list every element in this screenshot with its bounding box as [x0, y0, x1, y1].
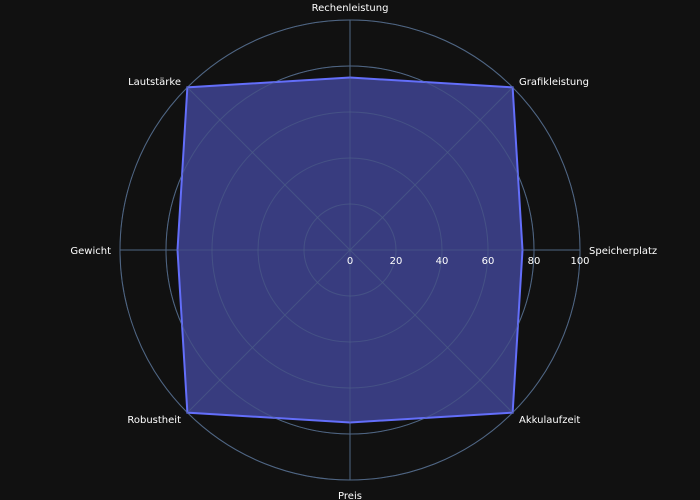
grid-circle-overlay-60: [211, 111, 489, 389]
spoke-overlay-5: [187, 249, 351, 413]
radial-tick-label-80: 80: [528, 256, 541, 267]
category-label-3: Akkulaufzeit: [519, 415, 580, 426]
category-label-7: Lautstärke: [128, 77, 181, 88]
radial-tick-labels: 0 20 40 60 80 100: [347, 256, 590, 267]
grid-circle-overlay-100: [119, 19, 581, 481]
spoke-overlay-1: [349, 87, 513, 251]
category-label-2: Speicherplatz: [589, 246, 657, 257]
category-label-0: Rechenleistung: [312, 3, 389, 14]
radial-tick-label-20: 20: [390, 256, 403, 267]
category-labels: Rechenleistung Grafikleistung Speicherplat…: [70, 3, 657, 500]
radial-tick-label-40: 40: [436, 256, 449, 267]
series-area: [119, 19, 581, 481]
grid-circle-overlay-80: [165, 65, 535, 435]
radial-tick-label-60: 60: [482, 256, 495, 267]
grid-circle-overlay-40: [257, 157, 443, 343]
spoke-overlay-7: [187, 87, 351, 251]
spoke-overlay-3: [349, 249, 513, 413]
radial-tick-label-100: 100: [570, 256, 589, 267]
category-label-6: Gewicht: [70, 246, 111, 257]
radial-tick-label-0: 0: [347, 256, 353, 267]
category-label-4: Preis: [338, 491, 362, 500]
category-label-1: Grafikleistung: [519, 77, 589, 88]
category-label-5: Robustheit: [127, 415, 181, 426]
grid-circle-overlay-20: [303, 203, 397, 297]
